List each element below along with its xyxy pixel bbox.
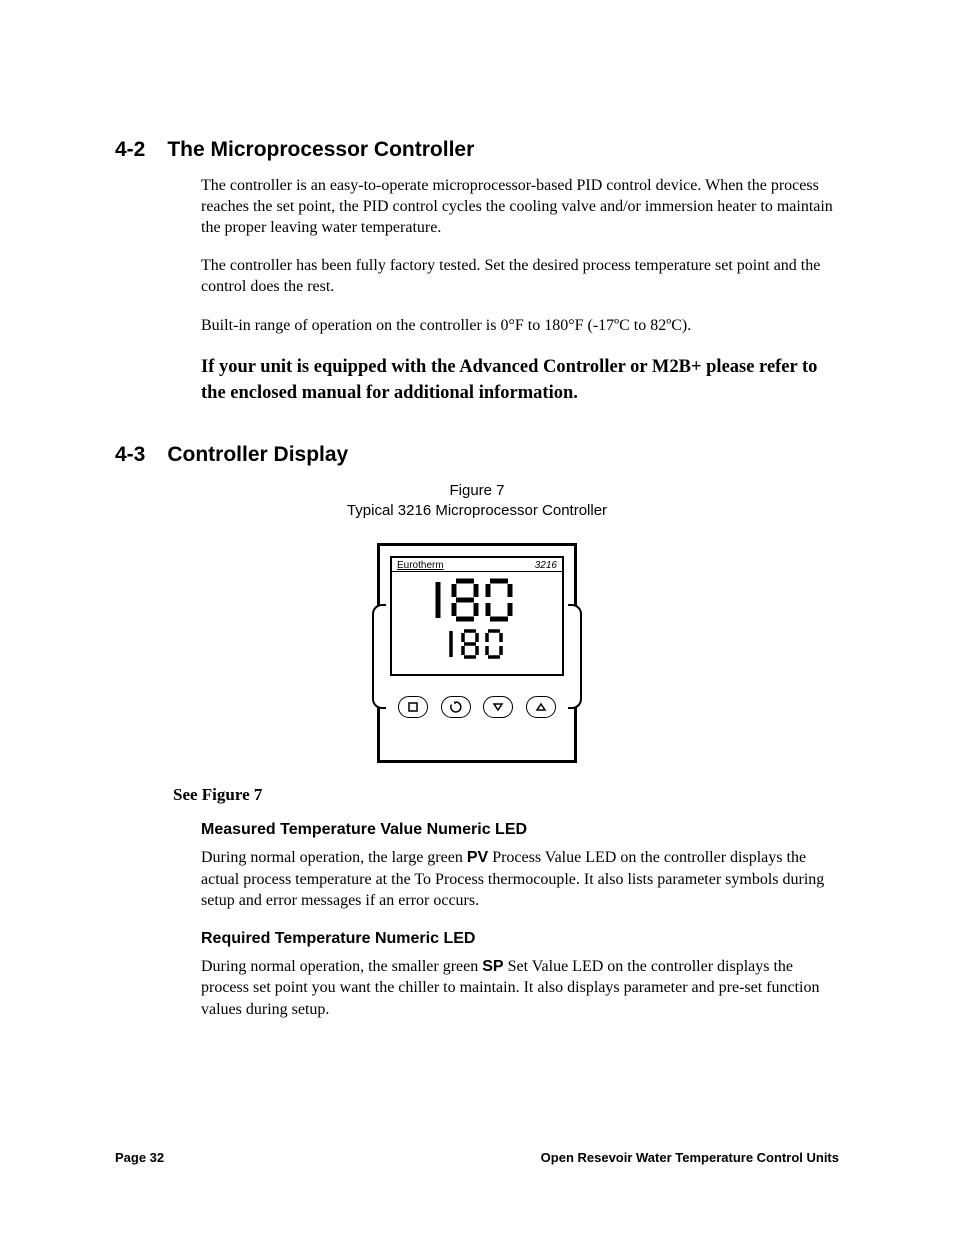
figure-number: Figure 7 — [449, 482, 504, 499]
section-4-2-body: The controller is an easy-to-operate mic… — [201, 176, 839, 407]
sub-heading: Required Temperature Numeric LED — [201, 930, 839, 948]
footer-title: Open Resevoir Water Temperature Control … — [541, 1150, 839, 1165]
figure-title: Typical 3216 Microprocessor Controller — [347, 502, 607, 519]
bold-notice: If your unit is equipped with the Advanc… — [201, 355, 839, 407]
sp-display — [392, 627, 562, 666]
down-button[interactable] — [483, 696, 513, 718]
paragraph: Built-in range of operation on the contr… — [201, 316, 839, 337]
section-title: Controller Display — [167, 443, 348, 467]
controller-lcd: Eurotherm 3216 — [390, 556, 564, 676]
section-4-2-heading: 4-2 The Microprocessor Controller — [115, 138, 839, 162]
scroll-button[interactable] — [441, 696, 471, 718]
section-4-3-heading: 4-3 Controller Display — [115, 443, 839, 467]
see-figure-label: See Figure 7 — [173, 785, 839, 805]
page-footer: Page 32 Open Resevoir Water Temperature … — [115, 1150, 839, 1165]
paragraph: During normal operation, the large green… — [201, 847, 839, 912]
controller-side-right — [568, 604, 582, 709]
controller-side-left — [372, 604, 386, 709]
up-button[interactable] — [526, 696, 556, 718]
page-button[interactable] — [398, 696, 428, 718]
text-run: During normal operation, the smaller gre… — [201, 958, 482, 975]
controller-model: 3216 — [535, 560, 557, 571]
paragraph: The controller is an easy-to-operate mic… — [201, 176, 839, 238]
pv-label: PV — [467, 849, 488, 866]
pv-display — [392, 576, 562, 629]
controller-buttons — [390, 696, 564, 718]
figure-caption: Figure 7 Typical 3216 Microprocessor Con… — [115, 481, 839, 522]
sub-heading: Measured Temperature Value Numeric LED — [201, 821, 839, 839]
section-title: The Microprocessor Controller — [167, 138, 474, 162]
section-number: 4-2 — [115, 138, 145, 162]
page-number: Page 32 — [115, 1150, 164, 1165]
paragraph: During normal operation, the smaller gre… — [201, 956, 839, 1021]
sp-label: SP — [482, 958, 503, 975]
measured-temp-section: Measured Temperature Value Numeric LED D… — [201, 821, 839, 912]
controller-device: Eurotherm 3216 — [377, 543, 577, 763]
text-run: During normal operation, the large green — [201, 849, 467, 866]
required-temp-section: Required Temperature Numeric LED During … — [201, 930, 839, 1021]
controller-brand: Eurotherm — [397, 560, 444, 571]
section-number: 4-3 — [115, 443, 145, 467]
figure-7: Eurotherm 3216 — [115, 543, 839, 763]
paragraph: The controller has been fully factory te… — [201, 256, 839, 298]
